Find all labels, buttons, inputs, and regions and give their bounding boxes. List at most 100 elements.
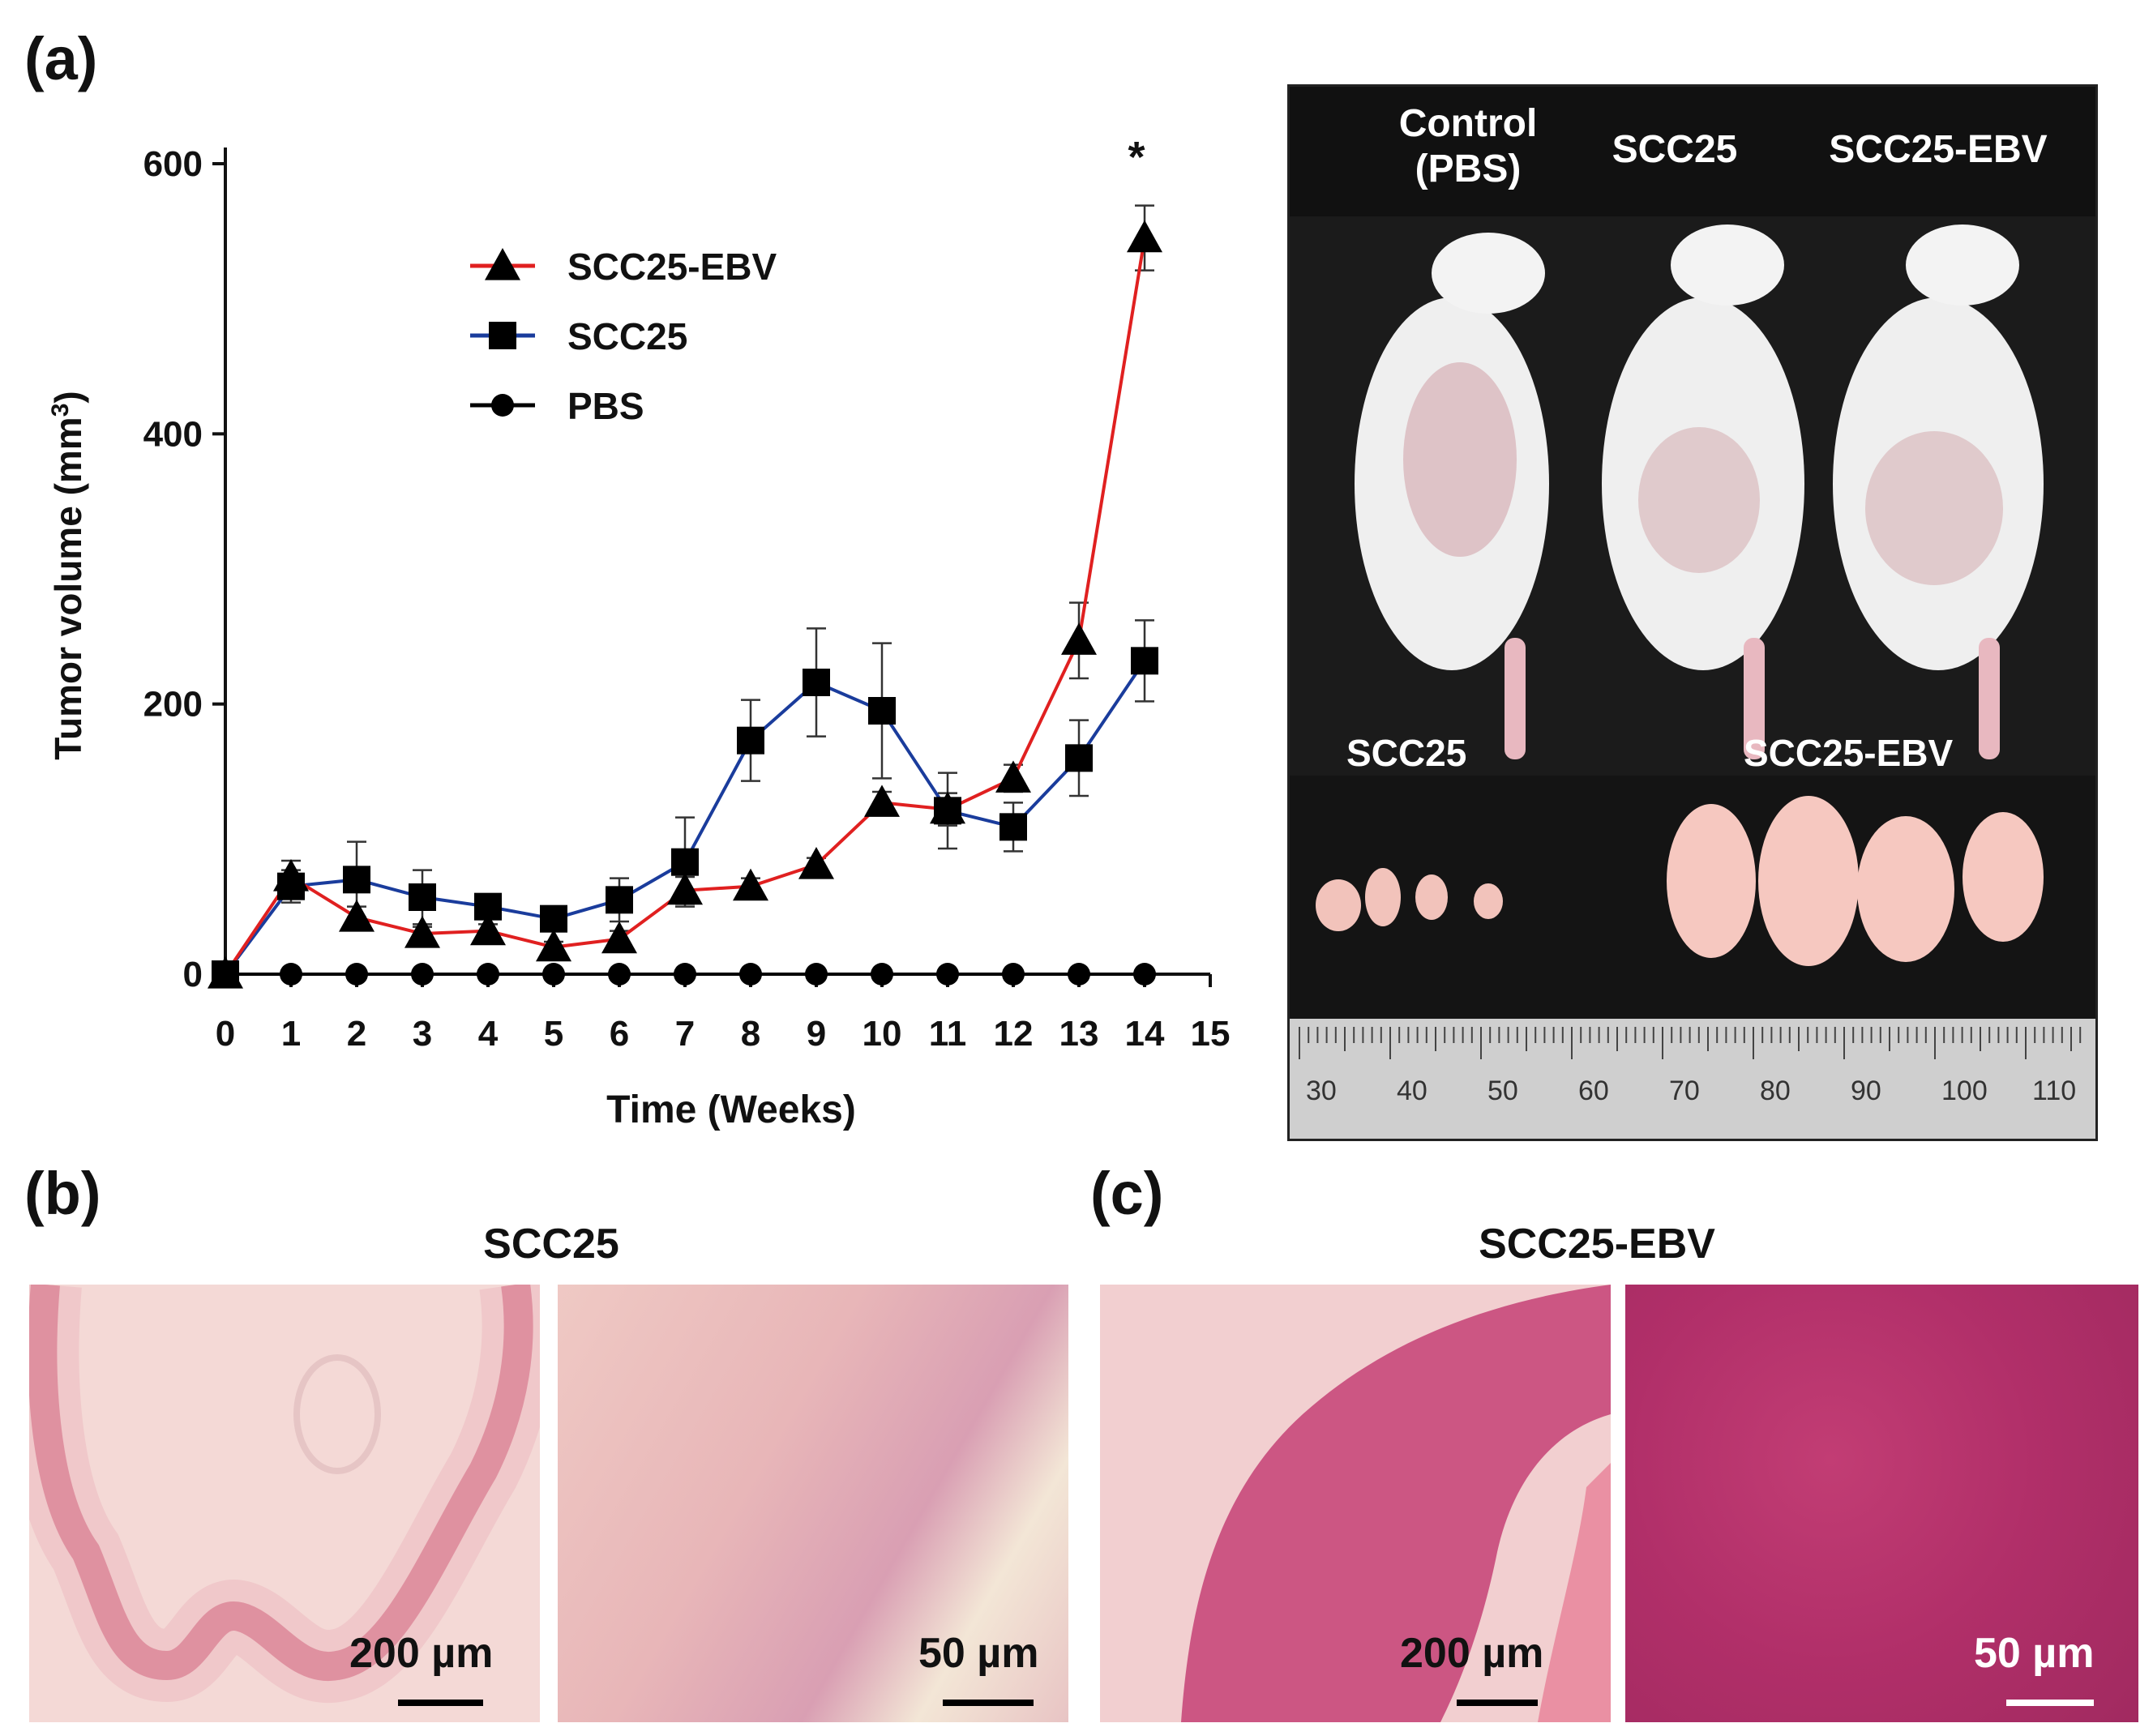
circle-marker <box>491 394 514 417</box>
y-tick-label: 600 <box>143 144 203 184</box>
x-tick-label: 6 <box>610 1014 629 1054</box>
circle-marker <box>1002 963 1025 986</box>
ruler-label: 100 <box>1941 1075 1988 1106</box>
circle-marker <box>739 963 762 986</box>
x-axis-label: Time (Weeks) <box>606 1088 856 1131</box>
ruler-label: 60 <box>1578 1075 1609 1106</box>
histology-b-high-mag: 50 µm <box>558 1285 1068 1722</box>
triangle-marker <box>536 929 571 962</box>
square-marker <box>671 848 699 876</box>
circle-marker <box>871 963 893 986</box>
square-marker <box>489 322 516 349</box>
triangle-marker <box>208 956 243 989</box>
triangle-marker <box>995 760 1031 793</box>
scale-label-c-left: 200 µm <box>1400 1630 1544 1677</box>
triangle-marker <box>485 248 520 280</box>
y-tick-label: 0 <box>183 955 203 994</box>
mouse-scc25 <box>1602 224 1804 759</box>
significance-annotation: * <box>1128 133 1145 182</box>
circle-marker <box>936 963 959 986</box>
scale-label-b-right: 50 µm <box>918 1630 1039 1677</box>
x-tick-label: 7 <box>675 1014 695 1054</box>
x-tick-label: 9 <box>807 1014 826 1054</box>
triangle-marker <box>273 859 309 892</box>
legend-label: SCC25-EBV <box>567 246 777 288</box>
x-tick-label: 5 <box>544 1014 563 1054</box>
square-marker <box>1065 744 1093 772</box>
ruler-label: 40 <box>1397 1075 1427 1106</box>
triangle-marker <box>864 785 900 817</box>
square-marker <box>868 697 896 725</box>
scale-label-c-right: 50 µm <box>1974 1630 2095 1677</box>
mouse-scc25-ebv <box>1833 224 2044 759</box>
x-tick-label: 3 <box>413 1014 432 1054</box>
triangle-marker <box>930 791 965 824</box>
x-tick-label: 10 <box>862 1014 902 1054</box>
histology-c-low-mag: 200 µm <box>1100 1285 1611 1722</box>
circle-marker <box>280 963 302 986</box>
square-marker <box>343 866 370 894</box>
panel-label-b: (b) <box>24 1160 101 1227</box>
ruler-tick-marks <box>1299 1027 2082 1059</box>
tumor-label-scc25: SCC25 <box>1346 732 1467 774</box>
triangle-marker <box>601 921 637 954</box>
ruler: 30 40 50 60 70 80 90 100 110 <box>1290 1019 2095 1139</box>
panel-label-c: (c) <box>1090 1160 1164 1227</box>
circle-marker <box>608 963 631 986</box>
histology-c-high-mag: 50 µm <box>1625 1285 2138 1722</box>
x-tick-label: 11 <box>929 1014 967 1054</box>
scale-bar-c-left <box>1457 1700 1538 1706</box>
square-marker <box>737 726 764 755</box>
ruler-label: 90 <box>1851 1075 1881 1106</box>
triangle-marker <box>1127 220 1162 253</box>
circle-marker <box>411 963 434 986</box>
x-tick-label: 8 <box>741 1014 760 1054</box>
circle-marker <box>477 963 499 986</box>
y-tick-label: 200 <box>143 685 203 725</box>
x-tick-label: 15 <box>1191 1014 1231 1054</box>
circle-marker <box>1133 963 1156 986</box>
x-tick-label: 2 <box>347 1014 366 1054</box>
triangle-marker <box>667 872 703 905</box>
square-marker <box>1131 647 1158 675</box>
ruler-label: 70 <box>1669 1075 1700 1106</box>
scale-bar-c-right <box>2006 1700 2094 1706</box>
ruler-label: 50 <box>1487 1075 1518 1106</box>
circle-marker <box>805 963 828 986</box>
square-marker <box>803 669 830 696</box>
panel-label-a: (a) <box>24 25 98 92</box>
scale-bar-b-right <box>943 1700 1034 1706</box>
ruler-label: 30 <box>1306 1075 1337 1106</box>
triangle-marker <box>470 913 506 946</box>
histology-b-title: SCC25 <box>483 1221 619 1268</box>
circle-marker <box>345 963 368 986</box>
x-tick-label: 12 <box>994 1014 1034 1054</box>
group-label-control: Control (PBS) <box>1398 102 1538 190</box>
histology-c-title: SCC25-EBV <box>1479 1221 1715 1268</box>
ruler-label: 110 <box>2032 1075 2077 1106</box>
y-tick-label: 400 <box>143 414 203 454</box>
group-label-scc25-ebv: SCC25-EBV <box>1829 128 2048 171</box>
square-marker <box>606 886 633 914</box>
triangle-marker <box>404 916 440 948</box>
tumor-label-scc25-ebv: SCC25-EBV <box>1744 732 1954 774</box>
x-tick-label: 14 <box>1125 1014 1165 1054</box>
triangle-marker <box>1061 622 1097 655</box>
histology-b-low-mag: 200 µm <box>29 1285 540 1722</box>
excised-tumors-image <box>1290 776 2095 1019</box>
scale-label-b-left: 200 µm <box>349 1630 494 1677</box>
square-marker <box>409 883 436 911</box>
x-tick-label: 4 <box>478 1014 499 1054</box>
legend-label: SCC25 <box>567 315 687 357</box>
chart-markers <box>208 220 1162 989</box>
mouse-photo-panel: Control (PBS) SCC25 SCC25-EBV SCC25 SCC2… <box>1287 84 2098 1141</box>
legend-label: PBS <box>567 385 644 427</box>
y-axis-label: Tumor volume (mm3) <box>47 391 90 759</box>
square-marker <box>540 904 567 933</box>
mouse-control <box>1355 233 1549 759</box>
chart-legend: SCC25-EBV SCC25 PBS <box>470 246 777 427</box>
circle-marker <box>542 963 565 986</box>
x-tick-label: 13 <box>1059 1014 1099 1054</box>
